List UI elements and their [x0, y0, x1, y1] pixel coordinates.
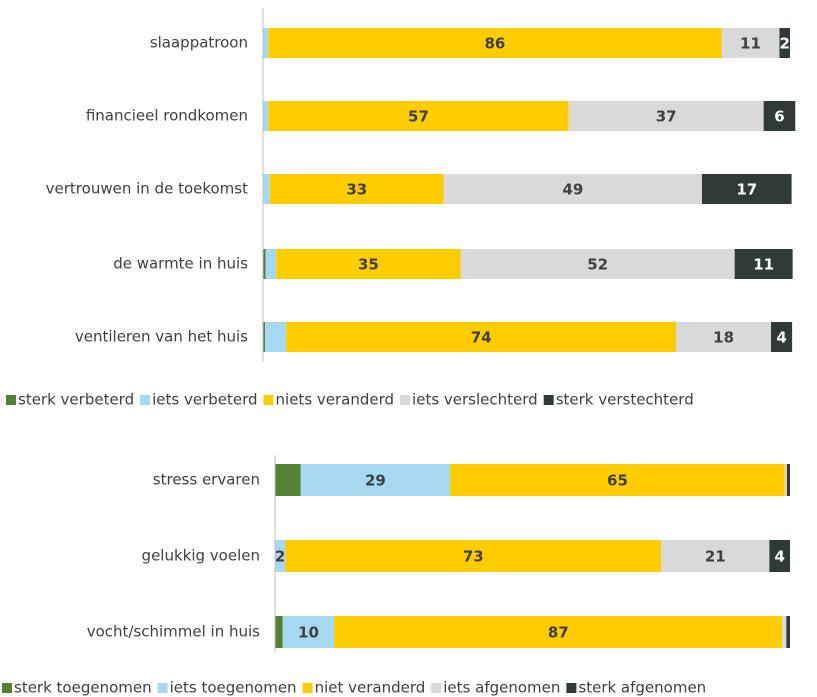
legend-label: iets verslechterd: [412, 391, 538, 409]
bar-segment: [263, 28, 269, 58]
bar-segment: [701, 174, 792, 204]
category-label: gelukkig voelen: [142, 547, 260, 565]
bar-segment: [282, 616, 335, 648]
data-label: 73: [463, 548, 484, 566]
legend-label: niet veranderd: [315, 679, 426, 697]
legend-swatch: [566, 683, 577, 693]
legend-swatch: [302, 683, 313, 693]
bar-segment: [300, 464, 451, 496]
bar-segment: [661, 540, 770, 572]
bar-segment: [268, 28, 722, 58]
bar-segment: [334, 616, 783, 648]
bar-segment: [779, 28, 790, 58]
data-label: 65: [607, 472, 628, 490]
bar-segment: [285, 540, 662, 572]
data-label: 86: [484, 35, 505, 53]
bar-segment: [784, 464, 787, 496]
data-label: 33: [346, 181, 367, 199]
data-label: 37: [656, 108, 677, 126]
bar-segment: [263, 101, 269, 131]
legend-swatch: [6, 395, 16, 405]
legend-label: iets afgenomen: [443, 679, 560, 697]
category-label: stress ervaren: [153, 471, 260, 489]
bar-segment: [263, 249, 266, 279]
data-label: 17: [736, 181, 757, 199]
data-label: 52: [587, 256, 608, 274]
legend-label: iets toegenomen: [170, 679, 297, 697]
bar-segment: [265, 249, 277, 279]
bar-segment: [286, 322, 677, 352]
legend-swatch: [157, 683, 168, 693]
data-label: 4: [774, 548, 784, 566]
bar-segment: [263, 174, 270, 204]
bar-segment: [771, 322, 793, 352]
bar-segment: [275, 616, 283, 648]
category-label: slaappatroon: [150, 34, 248, 52]
data-label: 6: [774, 108, 784, 126]
bar-segment: [460, 249, 735, 279]
bar-segment: [786, 616, 790, 648]
legend-label: niets veranderd: [276, 391, 395, 409]
data-label: 21: [705, 548, 726, 566]
category-label: ventileren van het huis: [75, 328, 248, 346]
bar-segment: [782, 616, 787, 648]
data-label: 11: [740, 35, 761, 53]
bar-segment: [734, 249, 793, 279]
bar-segment: [268, 101, 569, 131]
bar-segment: [443, 174, 702, 204]
data-label: 74: [471, 329, 492, 347]
legend-swatch: [263, 395, 274, 405]
category-label: financieel rondkomen: [86, 107, 248, 125]
category-label: vocht/schimmel in huis: [87, 623, 260, 641]
bar-segment: [275, 464, 301, 496]
data-label: 87: [548, 624, 569, 642]
bar-segment: [763, 101, 796, 131]
legend-label: sterk afgenomen: [578, 679, 706, 697]
bar-segment: [275, 540, 286, 572]
legend-swatch: [140, 395, 151, 405]
legend-label: sterk verstechterd: [556, 391, 694, 409]
bar-segment: [269, 174, 444, 204]
bar-segment: [276, 249, 461, 279]
data-label: 10: [298, 624, 319, 642]
category-label: vertrouwen in de toekomst: [46, 180, 248, 198]
bar-segment: [265, 322, 287, 352]
legend-swatch: [400, 395, 411, 405]
bar-segment: [568, 101, 764, 131]
legend-label: iets verbeterd: [152, 391, 257, 409]
category-label: de warmte in huis: [113, 255, 248, 273]
legend-swatch: [543, 395, 554, 405]
legend-swatch: [431, 683, 442, 693]
legend-label: sterk toegenomen: [14, 679, 152, 697]
data-label: 2: [780, 35, 790, 53]
data-label: 2: [275, 548, 285, 566]
bar-segment: [450, 464, 785, 496]
bar-segment: [721, 28, 780, 58]
data-label: 57: [408, 108, 429, 126]
bar-segment: [263, 322, 266, 352]
legend-swatch: [2, 683, 12, 693]
data-label: 29: [365, 472, 386, 490]
bar-segment: [676, 322, 772, 352]
data-label: 4: [776, 329, 786, 347]
data-label: 18: [713, 329, 734, 347]
legend-label: sterk verbeterd: [18, 391, 134, 409]
bar-segment: [786, 464, 790, 496]
data-label: 35: [358, 256, 379, 274]
data-label: 11: [753, 256, 774, 274]
data-label: 49: [562, 181, 583, 199]
bar-segment: [769, 540, 790, 572]
